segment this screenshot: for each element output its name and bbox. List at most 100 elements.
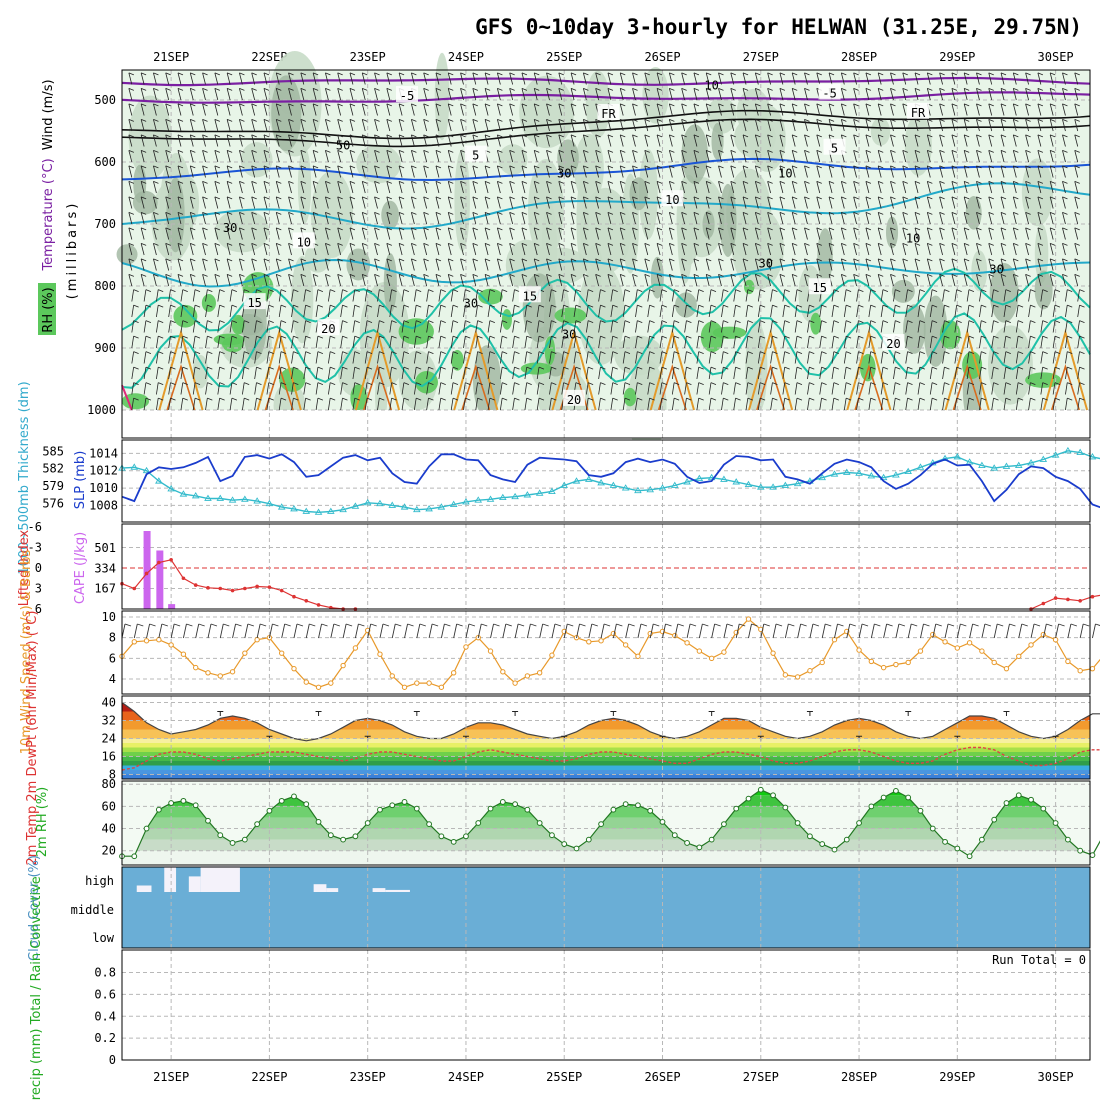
- wind-barb: [902, 165, 907, 178]
- wind-barb: [610, 320, 614, 333]
- wind-barb-flag: [226, 243, 233, 246]
- wind-barb: [828, 243, 833, 256]
- wind-barb-flag: [214, 119, 220, 122]
- wind-barb-flag: [165, 134, 171, 138]
- rh-moist-zone: [304, 242, 331, 273]
- wind-barb-flag: [526, 382, 532, 386]
- wind-barb-flag: [337, 258, 343, 262]
- wind-barb: [275, 258, 280, 271]
- wind-barb: [165, 165, 170, 178]
- wind-barb-flag: [1062, 134, 1068, 138]
- wind-barb: [521, 88, 526, 101]
- wind-barb-flag: [416, 351, 422, 355]
- wind-barb-flag: [919, 304, 925, 308]
- wind10m-barb: [1042, 623, 1047, 639]
- wind-barb: [570, 72, 575, 85]
- wind10m-barb: [305, 623, 310, 639]
- wind-barb: [767, 274, 771, 287]
- wind-barb: [546, 119, 550, 132]
- wind-barb-flag: [521, 258, 528, 262]
- wind-barb: [1025, 212, 1029, 225]
- wind-barb: [1003, 398, 1007, 411]
- wind-barb: [595, 212, 600, 225]
- wind10m-point: [377, 651, 383, 657]
- wind-barb: [730, 103, 735, 116]
- wind-barb-flag: [927, 119, 933, 122]
- wind-barb: [1037, 274, 1042, 287]
- wind-barb: [1000, 119, 1005, 132]
- wind-barb: [423, 119, 428, 132]
- wind-barb-flag: [128, 103, 135, 107]
- wind-barb: [202, 274, 206, 287]
- wind-barb-flag: [755, 243, 761, 246]
- wind-barb-flag: [226, 165, 233, 169]
- wind-barb: [546, 165, 550, 178]
- wind-barb: [472, 196, 477, 209]
- wind-barb-flag: [158, 320, 164, 324]
- wind-barb: [843, 382, 847, 395]
- wind-barb-flag: [784, 304, 790, 308]
- wind-barb-flag: [981, 351, 987, 355]
- wind10m-point: [586, 639, 592, 645]
- wind-barb: [939, 88, 943, 101]
- wind-barb-flag: [1013, 134, 1019, 138]
- wind10m-barb: [465, 623, 470, 639]
- wind-barb: [303, 305, 306, 318]
- wind10m-point: [991, 659, 997, 666]
- wind-barb: [647, 289, 650, 302]
- wind-barb: [607, 72, 612, 85]
- wind-barb-flag: [939, 243, 945, 246]
- wind-barb-flag: [1042, 382, 1048, 386]
- wind-barb: [165, 196, 170, 209]
- wind-barb-flag: [681, 134, 687, 138]
- wind-barb-flag: [128, 119, 135, 122]
- wind-barb: [509, 227, 514, 240]
- wind-barb-flag: [1000, 103, 1007, 107]
- wind-barb-flag: [366, 366, 373, 370]
- wind-barb: [976, 243, 980, 256]
- wind-barb: [192, 336, 196, 349]
- wind-barb: [582, 150, 587, 163]
- wind-barb-flag: [693, 274, 700, 277]
- wind-barb-flag: [1054, 351, 1061, 355]
- wind-barb: [745, 320, 749, 333]
- wind-barb: [239, 258, 243, 271]
- wind-barb: [865, 243, 870, 256]
- rh2m-point: [585, 836, 592, 843]
- lifted-index-point: [292, 594, 296, 599]
- wind-barb: [140, 181, 145, 194]
- wind-barb-flag: [509, 72, 515, 76]
- wind-barb: [168, 382, 171, 395]
- cape-label: CAPE (J/kg): [73, 532, 88, 604]
- wind-barb: [1037, 165, 1042, 178]
- rh-moist-zone: [454, 149, 470, 252]
- thickness-point: [560, 481, 569, 488]
- wind-barb: [730, 181, 735, 194]
- wind-barb: [767, 103, 771, 116]
- wind-barb-flag: [981, 335, 987, 339]
- rh-moist-zone: [498, 144, 528, 175]
- wind-barb: [696, 305, 700, 318]
- wind-barb-flag: [190, 88, 196, 91]
- wind-barb: [524, 320, 528, 333]
- wind-barb: [217, 289, 221, 302]
- wind-barb: [598, 289, 601, 302]
- wind-barb-flag: [288, 165, 294, 169]
- wind-barb: [1065, 367, 1068, 380]
- wind-barb-flag: [386, 88, 392, 91]
- wind-barb-flag: [870, 304, 876, 308]
- lifted-index-tick-label: -3: [28, 541, 42, 555]
- wind-barb-flag: [403, 304, 410, 308]
- wind-barb: [128, 258, 133, 271]
- wind-barb: [668, 227, 673, 240]
- thickness-point: [302, 507, 311, 514]
- wind10m-point: [303, 679, 309, 685]
- wind-barb: [619, 165, 624, 178]
- wind-barb-flag: [354, 382, 360, 386]
- wind-barb: [509, 119, 514, 132]
- thickness-point: [941, 454, 949, 462]
- lifted-index-point: [1090, 594, 1095, 599]
- wind-barb-flag: [153, 196, 159, 200]
- wind10m-barb-flag: [468, 623, 476, 627]
- wind-barb: [156, 351, 159, 364]
